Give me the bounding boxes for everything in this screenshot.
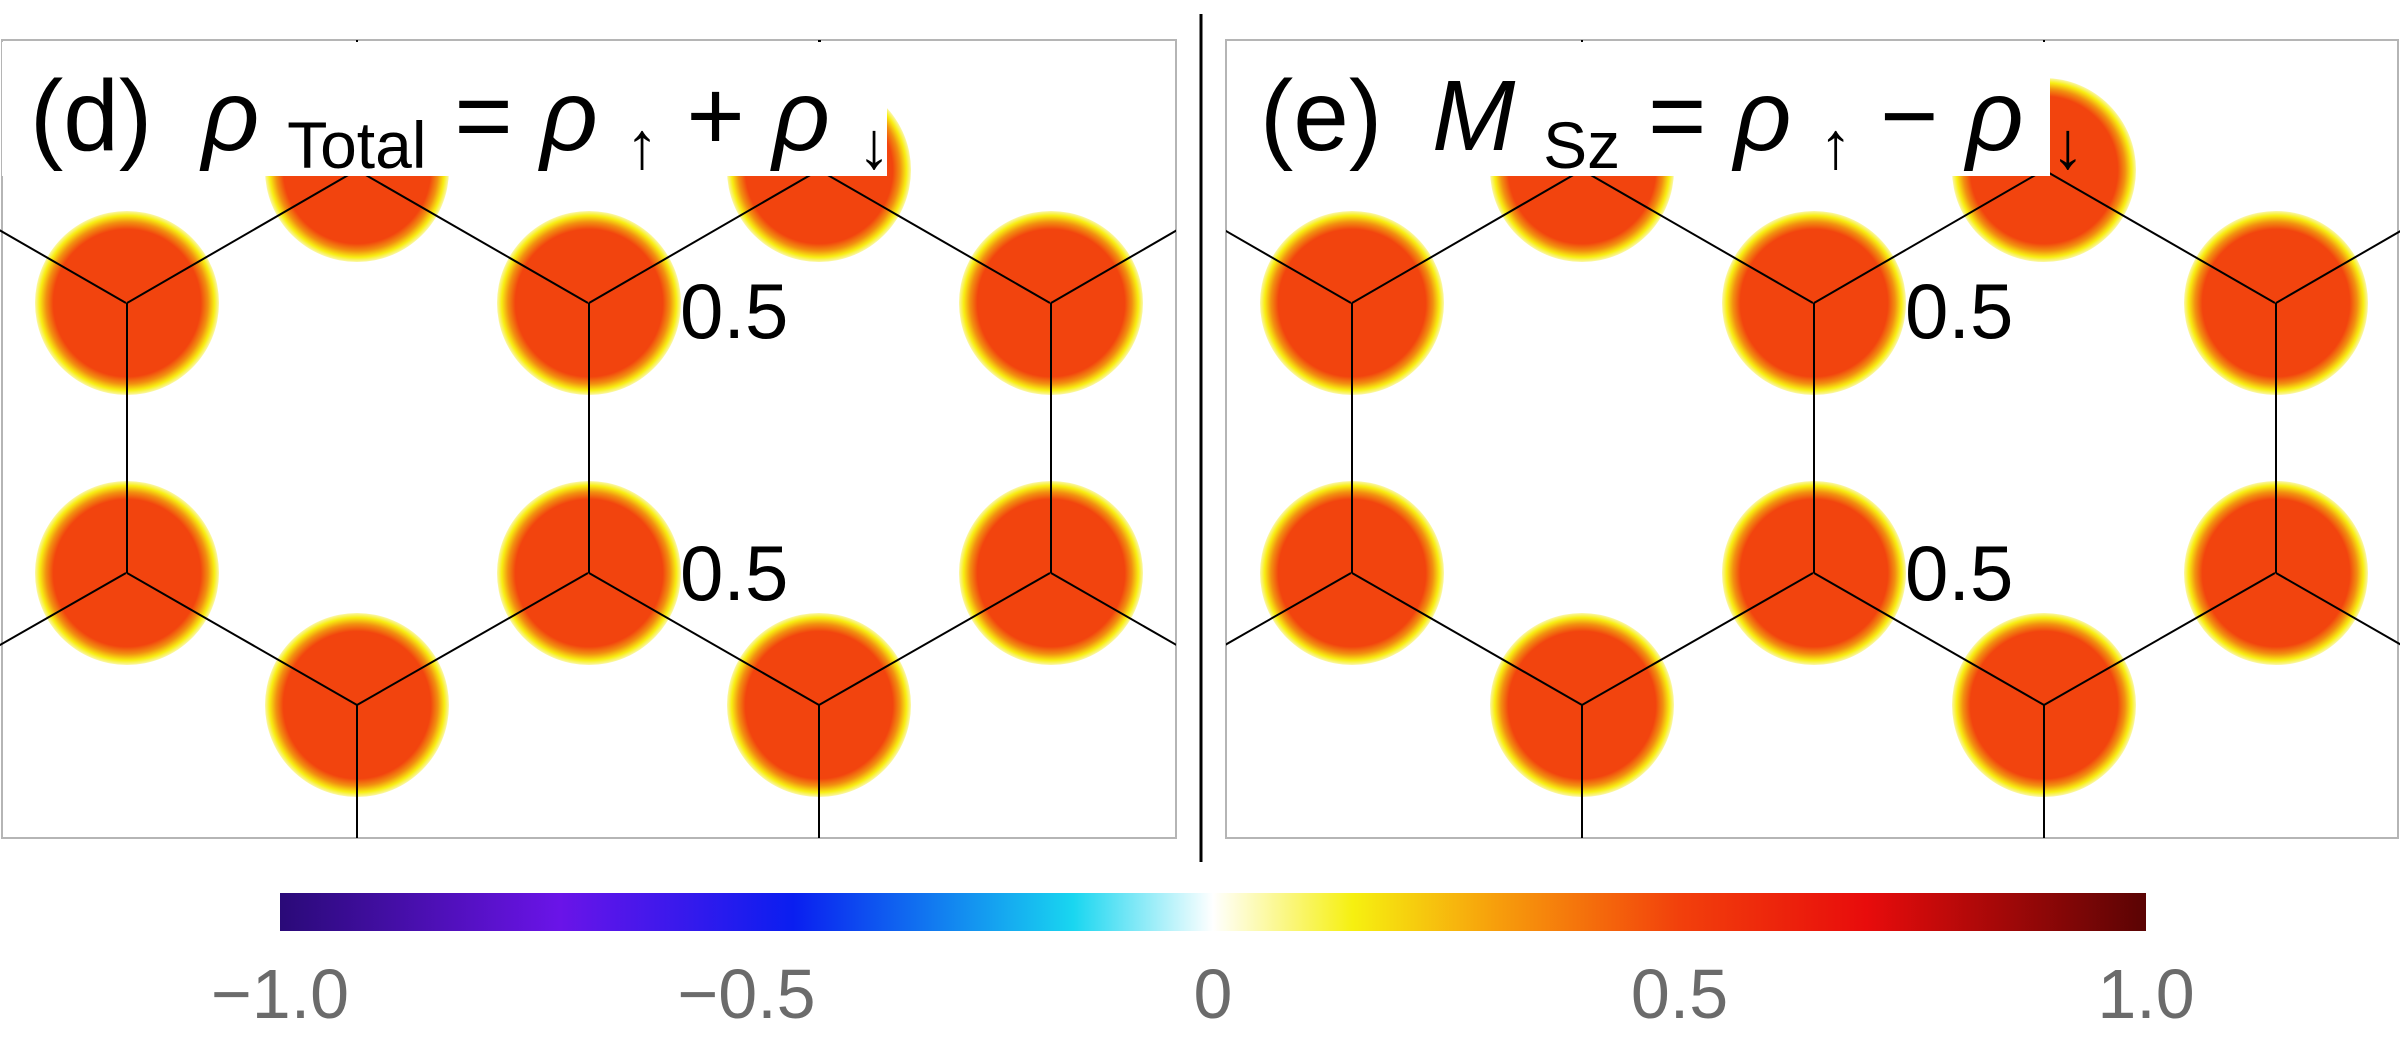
colorbar-tick-label: −0.5 xyxy=(677,955,815,1033)
panel-e-plot xyxy=(1226,40,2400,838)
panel-d-title-equals: = xyxy=(454,60,512,172)
panel-d-bonds xyxy=(0,40,1176,838)
panel-e-rhs-symbol-1: ρ xyxy=(1731,60,1791,172)
colorbar-tick-label: 1.0 xyxy=(2097,955,2194,1033)
lattice-bond xyxy=(1226,229,1352,304)
panel-d-rhs-op: + xyxy=(686,60,744,172)
colorbar-ticks: −1.0 −0.5 0 0.5 1.0 xyxy=(211,955,2195,1033)
panel-e-rhs-sub-2: ↓ xyxy=(2051,108,2084,182)
panel-d-rhs-sub-2: ↓ xyxy=(858,108,891,182)
colorbar-tick-label: −1.0 xyxy=(211,955,349,1033)
lattice-bond xyxy=(1351,169,1583,304)
lattice-bond xyxy=(126,572,358,706)
panel-d-title-subscript: Total xyxy=(287,108,426,182)
panel-e-title-bg xyxy=(1228,42,2050,176)
panel-d-title-symbol: ρ xyxy=(199,60,259,172)
lattice-bond xyxy=(818,572,1051,706)
lattice-bond xyxy=(1581,572,1814,706)
colorbar: −1.0 −0.5 0 0.5 1.0 xyxy=(211,893,2195,1033)
panel-d-rhs-symbol-2: ρ xyxy=(770,60,830,172)
lattice-bond xyxy=(1813,169,2045,304)
panel-e-title-subscript: Sz xyxy=(1543,108,1620,182)
panel-e-annotation: 0.5 xyxy=(1905,529,2013,617)
lattice-bond xyxy=(2043,169,2276,304)
lattice-bond xyxy=(2043,572,2276,706)
panel-e: (e) M Sz = ρ ↑ − ρ ↓ 0.5 0.5 xyxy=(1225,39,2400,839)
lattice-bond xyxy=(126,169,358,304)
lattice-bond xyxy=(356,169,589,304)
panel-d-title-bg xyxy=(2,42,887,176)
panel-d-rhs-symbol-1: ρ xyxy=(538,60,598,172)
lattice-bond xyxy=(356,572,589,706)
panel-d: (d) ρ Total = ρ ↑ + ρ ↓ 0.5 0.5 xyxy=(0,39,1177,839)
lattice-bond xyxy=(2275,572,2400,646)
lattice-bond xyxy=(0,572,127,647)
lattice-bond xyxy=(588,169,820,304)
lattice-bond xyxy=(818,169,1051,304)
lattice-bond xyxy=(1351,572,1583,706)
panel-e-title: (e) M Sz = ρ ↑ − ρ ↓ xyxy=(1260,60,2084,190)
panel-e-annotation: 0.5 xyxy=(1905,267,2013,355)
panel-e-title-equals: = xyxy=(1648,60,1706,172)
panel-d-title: (d) ρ Total = ρ ↑ + ρ ↓ xyxy=(30,60,891,190)
lattice-bond xyxy=(1226,572,1352,646)
panel-d-rhs-sub-1: ↑ xyxy=(626,108,659,182)
panel-d-plot xyxy=(0,40,1176,838)
panel-e-bonds xyxy=(1226,40,2400,838)
lattice-bond xyxy=(0,229,127,304)
panel-e-label: (e) xyxy=(1260,60,1382,172)
lattice-bond xyxy=(2275,230,2400,304)
colorbar-tick-label: 0.5 xyxy=(1631,955,1728,1033)
panel-e-rhs-sub-1: ↑ xyxy=(1819,108,1852,182)
panel-e-rhs-symbol-2: ρ xyxy=(1963,60,2023,172)
panel-d-label: (d) xyxy=(30,60,152,172)
lattice-bond xyxy=(1813,572,2045,706)
lattice-bond xyxy=(1581,169,1814,304)
colorbar-tick-label: 0 xyxy=(1194,955,1233,1033)
colorbar-gradient xyxy=(280,893,2146,931)
panel-e-title-symbol: M xyxy=(1432,60,1516,172)
panel-d-annotation: 0.5 xyxy=(680,267,788,355)
panel-e-rhs-op: − xyxy=(1880,60,1938,172)
lattice-bond xyxy=(1050,572,1176,646)
lattice-bond xyxy=(588,572,820,706)
lattice-bond xyxy=(1050,229,1176,304)
panel-d-annotation: 0.5 xyxy=(680,529,788,617)
